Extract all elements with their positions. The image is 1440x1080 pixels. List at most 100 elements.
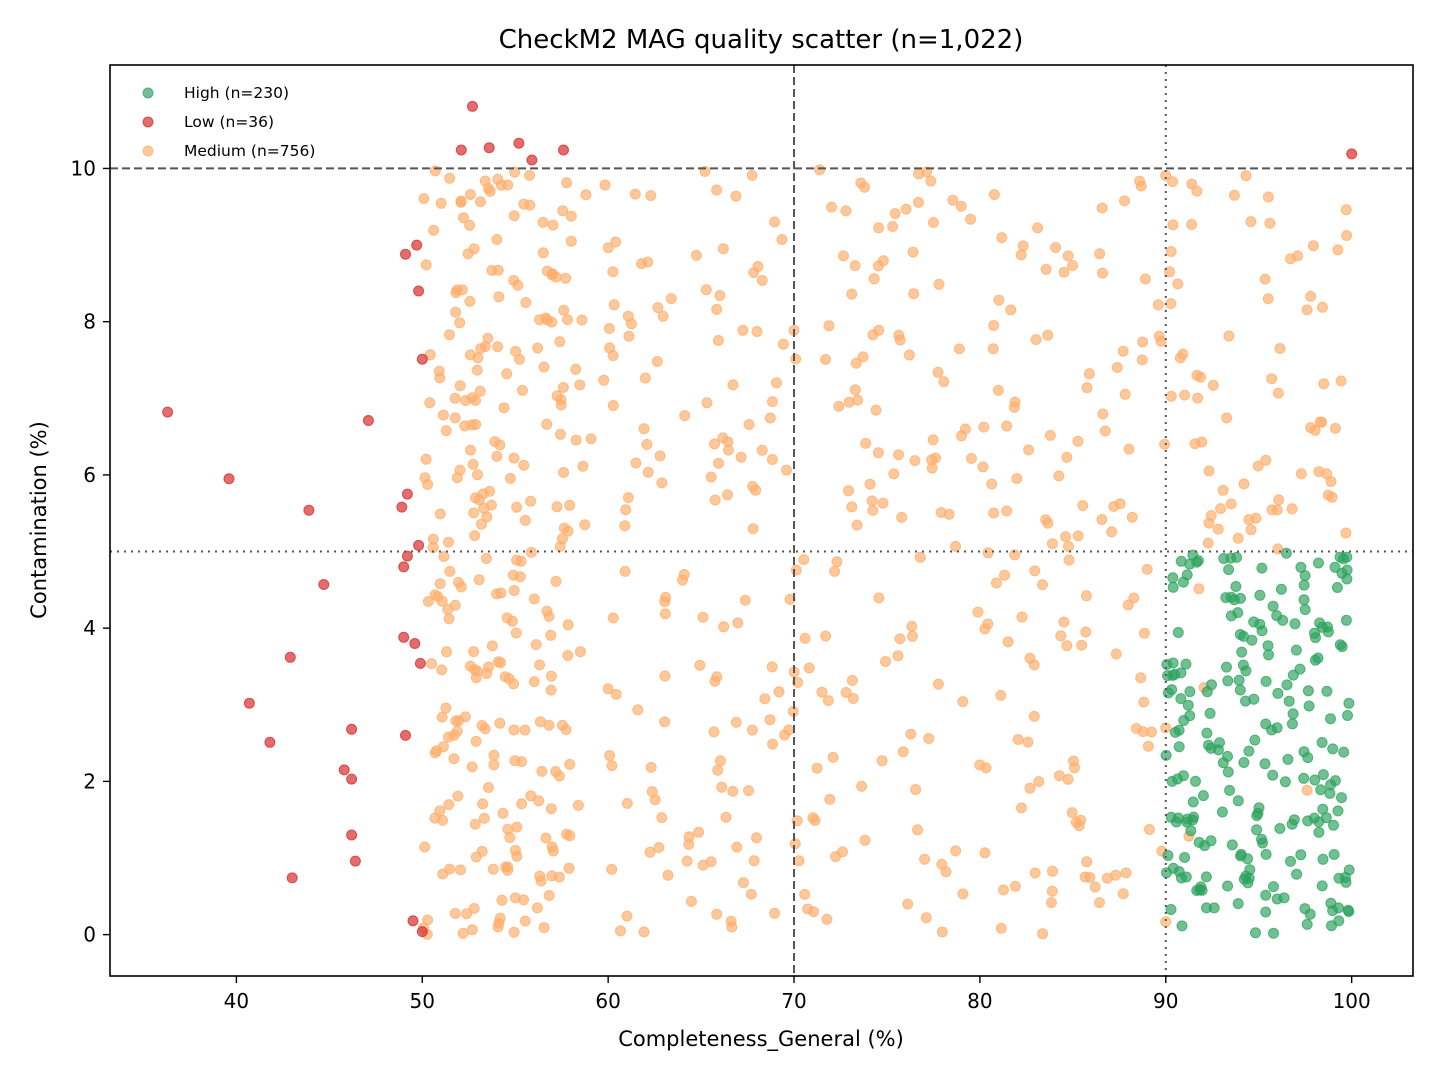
data-point-medium (444, 329, 455, 341)
data-point-medium (466, 924, 478, 936)
data-point-high (1298, 594, 1310, 606)
data-point-medium (510, 345, 522, 357)
data-point-high (1315, 784, 1327, 796)
data-point-medium (820, 630, 832, 642)
data-point-medium (1138, 696, 1150, 708)
data-point-medium (1317, 301, 1328, 313)
data-point-medium (502, 823, 514, 835)
data-point-medium (1077, 500, 1089, 512)
data-point-medium (1340, 527, 1352, 539)
data-point-high (1301, 918, 1313, 930)
data-point-high (1197, 790, 1209, 802)
data-point-high (1165, 811, 1177, 823)
data-point-medium (903, 349, 915, 361)
data-point-medium (1165, 298, 1177, 310)
data-point-medium (1015, 802, 1027, 814)
data-point-medium (1335, 375, 1347, 387)
data-point-medium (493, 917, 505, 929)
data-point-medium (532, 342, 544, 354)
data-point-medium (469, 530, 481, 542)
data-point-medium (493, 291, 505, 303)
data-point-medium (747, 523, 759, 535)
data-point-medium (638, 423, 650, 435)
data-point-medium (649, 794, 661, 806)
data-point-high (1180, 871, 1192, 883)
data-point-medium (570, 363, 582, 375)
data-point-medium (1228, 189, 1240, 201)
data-point-medium (988, 189, 1000, 200)
data-point-high (1173, 741, 1185, 753)
data-point-medium (1165, 246, 1177, 257)
data-point-medium (1024, 782, 1036, 794)
data-point-low (243, 697, 255, 709)
data-point-medium (422, 596, 434, 607)
data-point-medium (935, 507, 947, 518)
data-point-medium (450, 287, 462, 299)
data-point-high (1243, 745, 1255, 757)
data-point-medium (988, 320, 1000, 331)
legend: High (n=230) Low (n=36) Medium (n=756) (142, 84, 315, 160)
data-point-high (1167, 862, 1179, 874)
data-point-medium (1002, 636, 1014, 648)
data-point-medium (498, 402, 510, 414)
data-point-medium (452, 790, 464, 802)
data-point-medium (908, 288, 920, 300)
x-tick-label: 70 (781, 989, 806, 1013)
data-point-medium (1179, 389, 1191, 401)
data-point-medium (746, 724, 758, 736)
data-point-medium (630, 457, 642, 469)
data-point-medium (420, 453, 432, 465)
data-point-high (1312, 652, 1324, 664)
data-point-medium (711, 908, 723, 920)
data-point-medium (896, 511, 908, 523)
data-point-medium (824, 793, 836, 805)
data-point-medium (764, 412, 776, 424)
data-point-medium (730, 190, 742, 202)
data-point-medium (852, 394, 864, 406)
data-point-high (1309, 774, 1321, 786)
data-point-medium (511, 501, 523, 513)
data-point-medium (1217, 484, 1229, 496)
data-point-medium (1274, 343, 1286, 354)
data-point-medium (1072, 435, 1084, 447)
data-point-medium (893, 449, 905, 461)
data-point-medium (469, 664, 480, 676)
data-point-medium (727, 379, 739, 391)
data-point-medium (577, 460, 589, 472)
data-point-high (1244, 864, 1256, 876)
data-point-medium (427, 533, 439, 545)
data-point-medium (562, 314, 573, 326)
data-point-medium (461, 908, 473, 920)
data-point-medium (455, 864, 466, 876)
data-point-medium (868, 273, 880, 285)
data-point-medium (859, 834, 871, 846)
data-point-medium (847, 693, 859, 704)
data-point-medium (1094, 248, 1106, 260)
data-point-medium (457, 927, 469, 939)
data-point-medium (1001, 505, 1013, 517)
data-point-medium (756, 444, 768, 456)
data-point-medium (856, 780, 868, 792)
data-point-medium (1159, 438, 1171, 450)
data-point-medium (1202, 537, 1214, 549)
data-point-medium (826, 201, 838, 213)
data-point-high (1299, 903, 1311, 915)
data-point-medium (574, 646, 586, 658)
data-point-medium (496, 894, 508, 906)
data-point-medium (437, 741, 449, 753)
data-point-medium (1191, 369, 1203, 381)
data-point-medium (484, 185, 496, 197)
data-point-medium (1203, 465, 1215, 477)
data-point-medium (792, 677, 804, 688)
data-point-medium (980, 762, 992, 774)
data-point-medium (722, 489, 733, 501)
data-point-high (1302, 685, 1314, 697)
data-point-medium (705, 856, 717, 868)
data-point-medium (1126, 511, 1138, 523)
data-point-medium (697, 611, 709, 623)
data-point-medium (478, 502, 490, 514)
data-point-medium (448, 729, 460, 741)
data-point-medium (642, 466, 654, 478)
data-point-medium (820, 354, 831, 365)
data-point-high (1271, 722, 1283, 734)
